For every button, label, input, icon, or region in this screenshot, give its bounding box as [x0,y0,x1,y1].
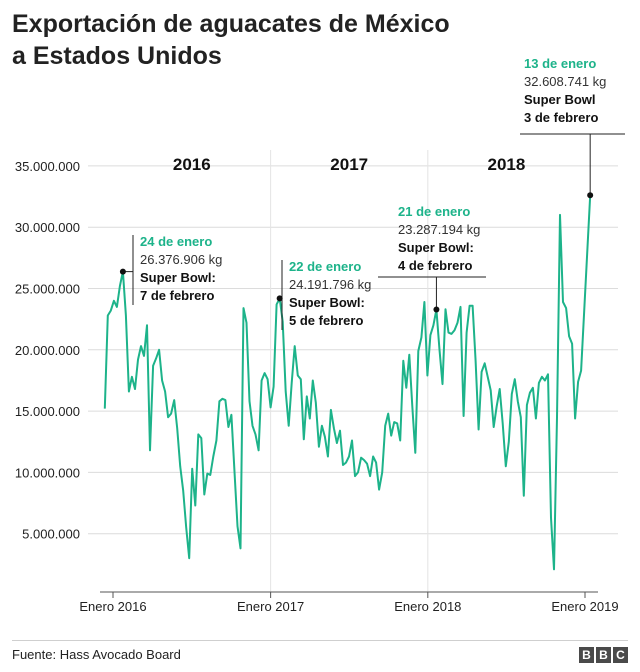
annotation-superbowl-label: Super Bowl: [398,240,474,255]
bbc-logo-letter-1: B [579,647,594,663]
annotation-marker [587,192,594,199]
annotation-date: 24 de enero [140,234,212,249]
annotation-13 de enero: 13 de enero 32.608.741 kg Super Bowl 3 de f… [520,56,625,199]
x-tick-label: Enero 2018 [394,599,461,614]
bbc-logo: B B C [579,647,628,663]
chart-title-line-1: Exportación de aguacates de México [12,10,450,38]
annotations: 24 de enero 26.376.906 kg Super Bowl: 7 de … [119,56,625,330]
y-axis-labels: 5.000.000 10.000.000 15.000.000 20.000.000 2… [15,159,80,542]
x-tick-label: Enero 2016 [79,599,146,614]
annotation-superbowl-date: 4 de febrero [398,258,472,273]
y-tick-label-30000000: 30.000.000 [15,220,80,235]
y-tick-label-10000000: 10.000.000 [15,465,80,480]
annotation-marker [119,268,126,275]
bbc-logo-letter-3: C [613,647,628,663]
chart-title: Exportación de aguacates de México a Est… [12,8,612,72]
annotation-marker [433,306,440,313]
y-tick-label-15000000: 15.000.000 [15,404,80,419]
annotation-superbowl-date: 3 de febrero [524,110,598,125]
series [103,195,592,571]
annotation-21 de enero: 21 de enero 23.287.194 kg Super Bowl: 4 de … [378,204,486,313]
annotation-24 de enero: 24 de enero 26.376.906 kg Super Bowl: 7 de … [119,234,222,305]
annotation-marker [276,295,283,302]
gridlines [88,165,618,535]
bbc-logo-letter-2: B [596,647,611,663]
annotation-date: 22 de enero [289,259,361,274]
x-axis: Enero 2016 Enero 2017 Enero 2018 Enero 2019 [79,591,619,614]
annotation-value: 32.608.741 kg [524,74,606,89]
annotation-superbowl-date: 7 de febrero [140,288,214,303]
annotation-value: 23.287.194 kg [398,222,480,237]
annotation-value: 26.376.906 kg [140,252,222,267]
y-tick-label-25000000: 25.000.000 [15,282,80,297]
annotation-date: 21 de enero [398,204,470,219]
y-tick-label-35000000: 35.000.000 [15,159,80,174]
footer-divider [12,640,628,641]
annotation-value: 24.191.796 kg [289,277,371,292]
year-label-2017: 2017 [330,155,368,174]
line-chart: 5.000.000 10.000.000 15.000.000 20.000.000 2… [15,56,625,614]
annotation-superbowl-label: Super Bowl [524,92,596,107]
y-tick-label-20000000: 20.000.000 [15,343,80,358]
source-note: Fuente: Hass Avocado Board [12,647,181,662]
x-tick-label: Enero 2017 [237,599,304,614]
year-label-2018: 2018 [487,155,525,174]
annotation-date: 13 de enero [524,56,596,71]
series-line [103,195,592,571]
annotation-superbowl-date: 5 de febrero [289,313,363,328]
year-label-2016: 2016 [173,155,211,174]
y-tick-label-5000000: 5.000.000 [22,527,80,542]
year-labels: 2016 2017 2018 [173,155,525,174]
annotation-superbowl-label: Super Bowl: [289,295,365,310]
chart-title-line-2: a Estados Unidos [12,42,222,70]
x-tick-label: Enero 2019 [551,599,618,614]
annotation-superbowl-label: Super Bowl: [140,270,216,285]
annotation-22 de enero: 22 de enero 24.191.796 kg Super Bowl: 5 de … [276,259,371,330]
